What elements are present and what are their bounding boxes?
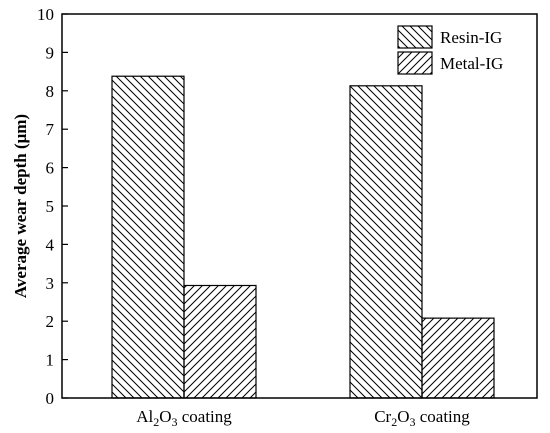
bar-resin-ig-1	[349, 85, 423, 399]
y-tick-label: 8	[46, 82, 55, 101]
legend-label: Metal-IG	[440, 54, 503, 73]
legend-swatch-resin-ig	[397, 25, 433, 49]
y-tick-label: 6	[46, 159, 55, 178]
y-tick-label: 3	[46, 274, 55, 293]
y-tick-label: 9	[46, 43, 55, 62]
bar-metal-ig-1	[421, 317, 495, 399]
y-tick-label: 1	[46, 351, 55, 370]
y-tick-label: 2	[46, 312, 55, 331]
bars-group	[111, 75, 495, 399]
y-tick-label: 4	[46, 235, 55, 254]
bar-metal-ig-0	[183, 284, 257, 399]
y-tick-label: 0	[46, 389, 55, 408]
y-ticks-group: 0 1 2 3 4 5 6 7 8 9 10	[37, 5, 68, 408]
y-tick-label: 7	[46, 120, 55, 139]
x-ticks-group: Al2O3 coating Cr2O3 coating	[136, 392, 470, 429]
legend: Resin-IG Metal-IG	[397, 25, 503, 75]
y-tick-label: 10	[37, 5, 54, 24]
legend-swatch-metal-ig	[397, 51, 433, 75]
legend-label: Resin-IG	[440, 28, 502, 47]
x-tick-label: Al2O3 coating	[136, 407, 232, 429]
y-axis-label: Average wear depth (μm)	[11, 114, 30, 298]
bar-resin-ig-0	[111, 75, 185, 399]
x-tick-label: Cr2O3 coating	[374, 407, 470, 429]
y-tick-label: 5	[46, 197, 55, 216]
plot-frame	[61, 13, 538, 399]
